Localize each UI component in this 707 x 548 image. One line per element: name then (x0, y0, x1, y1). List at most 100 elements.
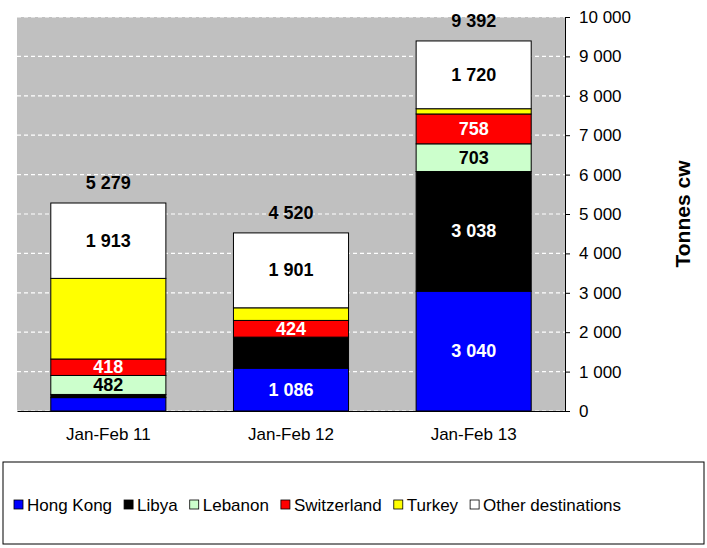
bar-segment (51, 203, 166, 278)
data-label: 482 (93, 375, 123, 395)
tick-mark (565, 56, 570, 57)
y-axis: 0 1 000 2 000 3 000 4 000 5 000 6 000 7 000 8 00… (565, 8, 631, 421)
tick: 0 (565, 402, 588, 421)
tick-label: 0 (579, 402, 588, 421)
tick-label: Jan-Feb 12 (248, 425, 334, 444)
tick: 2 000 (565, 323, 622, 342)
legend-swatch (190, 500, 199, 509)
bar-segment (416, 114, 531, 144)
bars (51, 41, 531, 411)
total-label: 5 279 (86, 173, 131, 193)
tick: 1 000 (565, 363, 622, 382)
legend-item: Turkey (394, 496, 459, 515)
legend-swatch (281, 500, 290, 509)
tick: 3 000 (565, 284, 622, 303)
legend-label: Other destinations (483, 496, 621, 515)
tick-label: 9 000 (579, 47, 622, 66)
tick-mark (565, 175, 570, 176)
series (51, 41, 531, 308)
legend-label: Switzerland (294, 496, 382, 515)
legend-label: Hong Kong (27, 496, 112, 515)
total-label: 4 520 (268, 203, 313, 223)
data-labels: 1 086 3 040 3 038 482 703 418 424 758 1 913 1 901… (86, 11, 496, 400)
series (51, 114, 531, 375)
data-label: 424 (276, 319, 306, 339)
legend-label: Turkey (407, 496, 459, 515)
grid (17, 17, 565, 411)
tick-mark (565, 411, 570, 412)
legend-swatch (124, 500, 133, 509)
tick-label: 7 000 (579, 126, 622, 145)
tick-mark (565, 17, 570, 18)
tick-label: 10 000 (579, 8, 631, 27)
tick-label: Jan-Feb 11 (66, 425, 151, 444)
bar-segment (416, 109, 531, 114)
tick: 7 000 (565, 126, 622, 145)
legend-item: Other destinations (470, 496, 621, 515)
data-label: 1 086 (268, 380, 313, 400)
legend-label: Libya (137, 496, 178, 515)
bar-segment (416, 41, 531, 109)
tick-label: 3 000 (579, 284, 622, 303)
tick-label: 1 000 (579, 363, 622, 382)
data-label: 418 (93, 357, 123, 377)
bar-segment (233, 233, 348, 308)
series (51, 109, 531, 359)
bar-segment (233, 337, 348, 368)
data-label: 3 038 (451, 221, 496, 241)
tick-label: 5 000 (579, 205, 622, 224)
tick-mark (565, 135, 570, 136)
tick: 8 000 (565, 87, 622, 106)
data-label: 3 040 (451, 341, 496, 361)
series (51, 172, 531, 398)
chart: 1 086 3 040 3 038 482 703 418 424 758 1 913 1 901… (0, 0, 707, 548)
legend-item: Switzerland (281, 496, 382, 515)
tick: Jan-Feb 13 (431, 411, 517, 444)
legend-label: Lebanon (203, 496, 269, 515)
tick: 9 000 (565, 47, 622, 66)
tick-mark (565, 332, 570, 333)
legend-swatch (470, 500, 479, 509)
data-label: 1 901 (268, 260, 313, 280)
plot-background (17, 17, 565, 411)
axis-line (18, 411, 566, 412)
bar-segment (51, 375, 166, 394)
bar-segment (416, 172, 531, 292)
data-label: 758 (459, 119, 489, 139)
bar-segment (416, 144, 531, 172)
tick-label: 4 000 (579, 244, 622, 263)
legend-item: Lebanon (190, 496, 269, 515)
bar-segment (51, 278, 166, 359)
tick-mark (565, 96, 570, 97)
tick: 4 000 (565, 244, 622, 263)
tick: 10 000 (565, 8, 631, 27)
total-label: 9 392 (451, 11, 496, 31)
series (51, 144, 531, 395)
tick: 6 000 (565, 166, 622, 185)
data-label: 1 720 (451, 65, 496, 85)
tick-mark (565, 372, 570, 373)
legend-item: Hong Kong (14, 496, 112, 515)
bar-segment (51, 398, 166, 411)
tick: Jan-Feb 11 (66, 411, 151, 444)
tick-label: Jan-Feb 13 (431, 425, 517, 444)
legend: Hong Kong Libya Lebanon Switzerland Turkey Ot… (3, 462, 704, 544)
tick-label: 8 000 (579, 87, 622, 106)
legend-swatch (394, 500, 403, 509)
tick-label: 6 000 (579, 166, 622, 185)
axis-title: Tonnes cw (671, 160, 694, 268)
tick-mark (565, 293, 570, 294)
bar-segment (233, 368, 348, 411)
data-label: 703 (459, 148, 489, 168)
data-label: 1 913 (86, 231, 131, 251)
legend-box (3, 462, 704, 544)
tick: 5 000 (565, 205, 622, 224)
legend-swatch (14, 500, 23, 509)
x-axis: Jan-Feb 11 Jan-Feb 12 Jan-Feb 13 (18, 411, 566, 444)
tick-mark (565, 214, 570, 215)
tick-label: 2 000 (579, 323, 622, 342)
tick-mark (565, 253, 570, 254)
legend-item: Libya (124, 496, 178, 515)
bar-segment (416, 291, 531, 411)
tick: Jan-Feb 12 (248, 411, 334, 444)
